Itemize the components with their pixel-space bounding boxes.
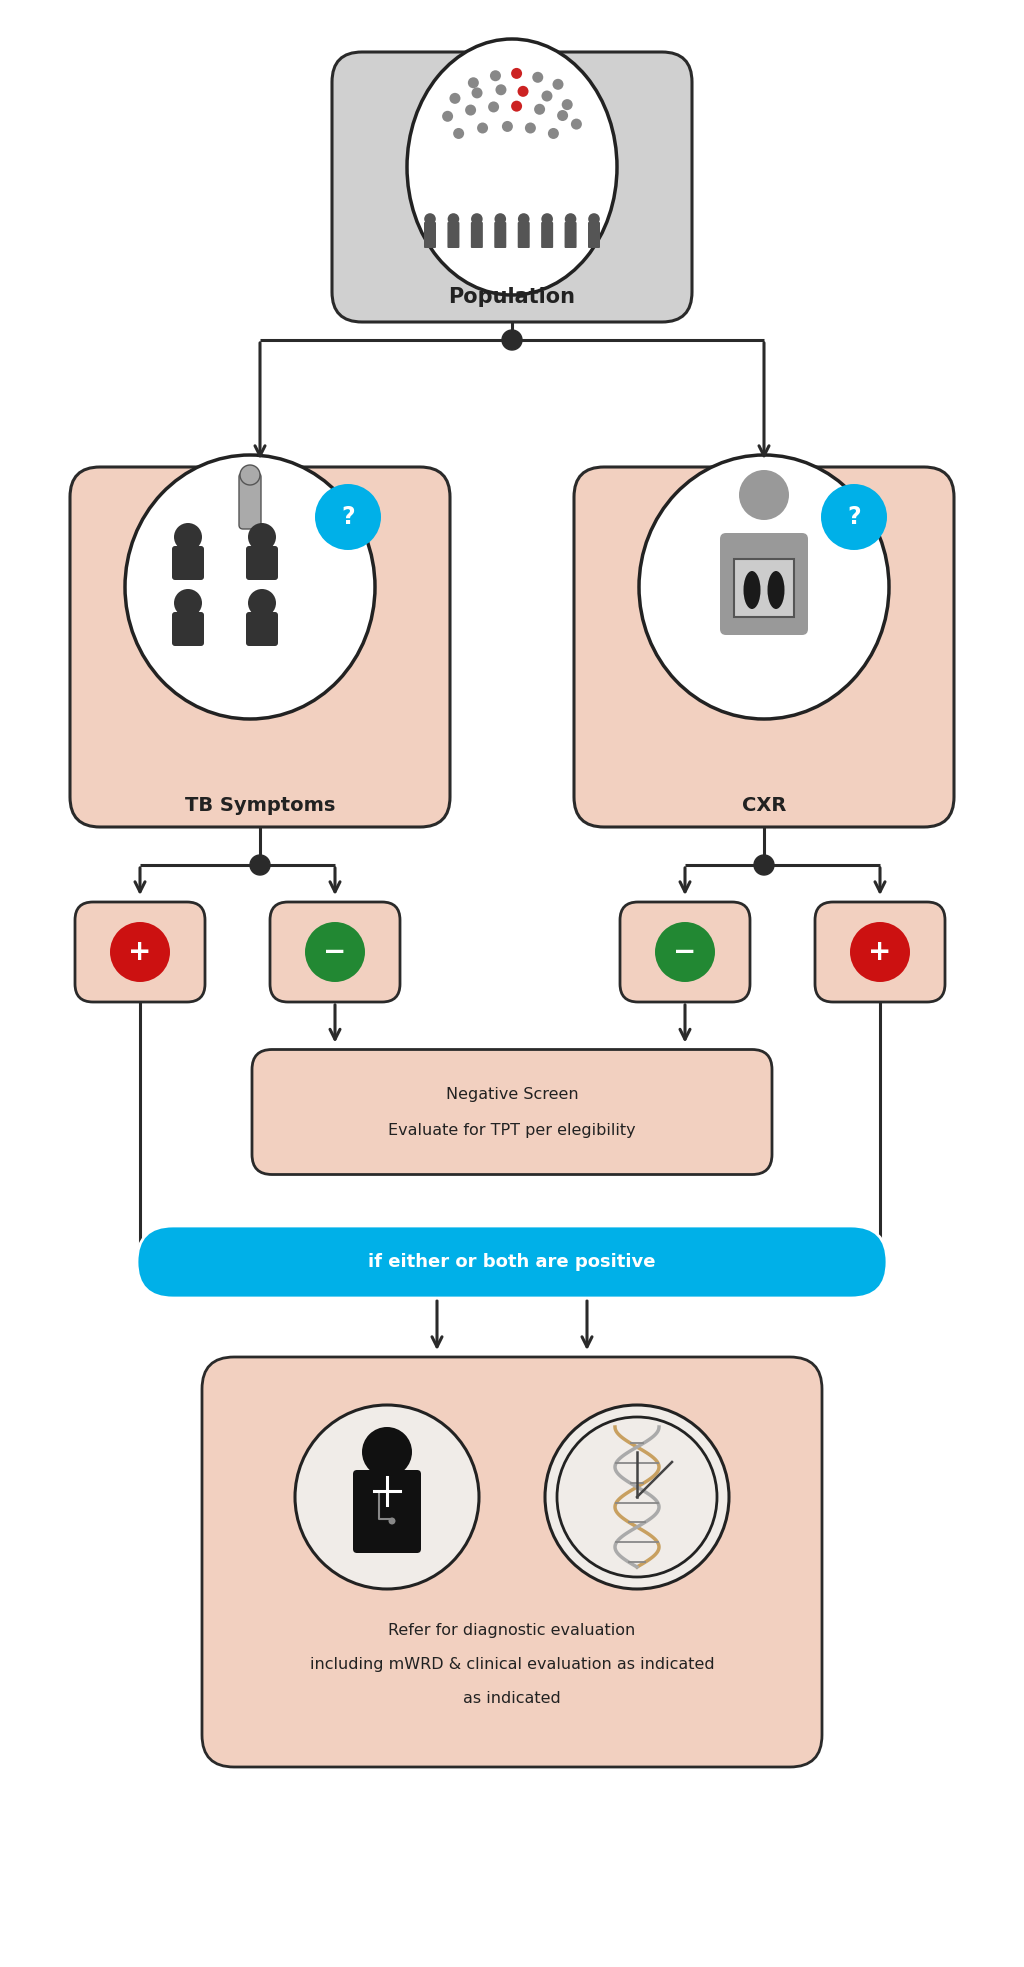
FancyBboxPatch shape <box>564 222 577 248</box>
Ellipse shape <box>768 570 784 610</box>
Ellipse shape <box>639 454 889 720</box>
FancyBboxPatch shape <box>734 559 794 618</box>
FancyBboxPatch shape <box>424 222 436 248</box>
Circle shape <box>471 212 482 224</box>
FancyBboxPatch shape <box>246 612 278 645</box>
Text: CXR: CXR <box>741 795 786 814</box>
Circle shape <box>562 98 572 110</box>
FancyBboxPatch shape <box>471 222 483 248</box>
Circle shape <box>655 923 715 982</box>
FancyBboxPatch shape <box>252 1050 772 1174</box>
Text: Evaluate for TPT per elegibility: Evaluate for TPT per elegibility <box>388 1123 636 1137</box>
FancyBboxPatch shape <box>332 51 692 323</box>
FancyBboxPatch shape <box>239 472 261 529</box>
Circle shape <box>248 523 276 551</box>
Circle shape <box>174 588 202 618</box>
Circle shape <box>542 90 553 102</box>
Circle shape <box>248 588 276 618</box>
Circle shape <box>532 73 544 83</box>
Text: −: − <box>324 938 347 966</box>
Circle shape <box>511 69 522 79</box>
FancyBboxPatch shape <box>172 612 204 645</box>
Circle shape <box>553 79 563 90</box>
Circle shape <box>571 118 582 130</box>
FancyBboxPatch shape <box>202 1357 822 1766</box>
Circle shape <box>315 484 381 551</box>
Circle shape <box>535 104 545 114</box>
Circle shape <box>471 87 482 98</box>
Circle shape <box>110 923 170 982</box>
Ellipse shape <box>743 570 761 610</box>
Circle shape <box>542 212 553 224</box>
Circle shape <box>511 100 522 112</box>
Circle shape <box>388 1517 395 1524</box>
Circle shape <box>588 212 600 224</box>
Circle shape <box>502 330 522 350</box>
FancyBboxPatch shape <box>137 1225 887 1298</box>
Text: ?: ? <box>341 506 354 529</box>
Text: −: − <box>674 938 696 966</box>
Circle shape <box>465 104 476 116</box>
Circle shape <box>424 212 436 224</box>
Ellipse shape <box>407 39 617 295</box>
Circle shape <box>468 77 479 89</box>
FancyBboxPatch shape <box>75 903 205 1001</box>
FancyBboxPatch shape <box>620 903 750 1001</box>
Circle shape <box>447 212 459 224</box>
Circle shape <box>545 1404 729 1589</box>
Text: including mWRD & clinical evaluation as indicated: including mWRD & clinical evaluation as … <box>309 1656 715 1672</box>
Circle shape <box>517 87 528 96</box>
Circle shape <box>495 212 506 224</box>
Circle shape <box>477 122 488 134</box>
Text: +: + <box>868 938 892 966</box>
Circle shape <box>496 85 507 94</box>
Text: ?: ? <box>847 506 861 529</box>
Circle shape <box>362 1426 412 1477</box>
Circle shape <box>850 923 910 982</box>
FancyBboxPatch shape <box>353 1469 421 1554</box>
Text: Negative Screen: Negative Screen <box>445 1086 579 1102</box>
FancyBboxPatch shape <box>541 222 553 248</box>
Circle shape <box>518 212 529 224</box>
Circle shape <box>548 128 559 140</box>
FancyBboxPatch shape <box>270 903 400 1001</box>
Text: if either or both are positive: if either or both are positive <box>369 1253 655 1271</box>
FancyBboxPatch shape <box>447 222 460 248</box>
Circle shape <box>305 923 365 982</box>
Circle shape <box>295 1404 479 1589</box>
Circle shape <box>739 470 790 519</box>
Text: Population: Population <box>449 287 575 307</box>
Text: +: + <box>128 938 152 966</box>
Ellipse shape <box>125 454 375 720</box>
Circle shape <box>557 110 568 122</box>
FancyBboxPatch shape <box>815 903 945 1001</box>
Circle shape <box>565 212 577 224</box>
Circle shape <box>489 71 501 81</box>
Circle shape <box>488 102 499 112</box>
FancyBboxPatch shape <box>70 466 450 826</box>
FancyBboxPatch shape <box>518 222 529 248</box>
Circle shape <box>442 110 453 122</box>
Circle shape <box>454 128 464 140</box>
Circle shape <box>754 856 774 875</box>
Circle shape <box>821 484 887 551</box>
Text: TB Symptoms: TB Symptoms <box>184 795 335 814</box>
Circle shape <box>240 464 260 486</box>
FancyBboxPatch shape <box>574 466 954 826</box>
Circle shape <box>250 856 270 875</box>
Circle shape <box>502 120 513 132</box>
FancyBboxPatch shape <box>246 547 278 580</box>
Circle shape <box>450 92 461 104</box>
FancyBboxPatch shape <box>588 222 600 248</box>
Circle shape <box>174 523 202 551</box>
Text: as indicated: as indicated <box>463 1690 561 1705</box>
Circle shape <box>525 122 536 134</box>
FancyBboxPatch shape <box>172 547 204 580</box>
FancyBboxPatch shape <box>720 533 808 635</box>
Text: Refer for diagnostic evaluation: Refer for diagnostic evaluation <box>388 1623 636 1637</box>
FancyBboxPatch shape <box>495 222 506 248</box>
